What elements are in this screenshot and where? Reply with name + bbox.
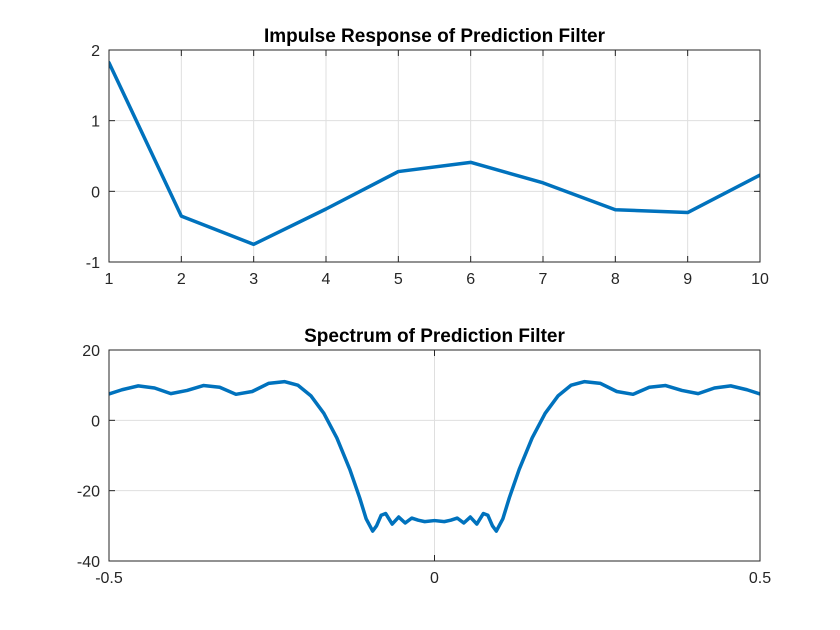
impulse-y-tick-label: 1 [91,114,100,131]
impulse-x-tick-label: 10 [751,271,769,288]
impulse-chart: 1 2 3 4 5 6 7 8 9 10 -1 0 1 2 Impulse Response of Pred… [86,26,769,288]
impulse-plot-area [109,50,760,262]
impulse-y-tick-label: 2 [91,43,100,60]
spectrum-y-tick-label: 0 [91,413,100,430]
impulse-x-tick-label: 6 [466,271,475,288]
impulse-chart-title: Impulse Response of Prediction Filter [264,26,606,47]
impulse-x-tick-label: 4 [322,271,331,288]
spectrum-y-tick-label: -20 [77,484,100,501]
impulse-x-tick-label: 5 [394,271,403,288]
impulse-y-tick-label: 0 [91,184,100,201]
impulse-x-tick-label: 9 [683,271,692,288]
spectrum-x-tick-label: -0.5 [95,570,123,587]
impulse-y-tick-label: -1 [86,255,100,272]
spectrum-y-tick-label: 20 [82,343,100,360]
spectrum-chart: -0.5 0 0.5 -40 -20 0 20 Spectrum of Prediction … [77,326,771,587]
impulse-x-tick-label: 2 [177,271,186,288]
impulse-x-tick-label: 3 [249,271,258,288]
spectrum-y-tick-label: -40 [77,554,100,571]
spectrum-chart-title: Spectrum of Prediction Filter [304,326,565,347]
spectrum-x-tick-label: 0 [430,570,439,587]
impulse-series-line [109,60,760,247]
spectrum-x-tick-label: 0.5 [749,570,771,587]
impulse-x-tick-label: 1 [105,271,114,288]
spectrum-series-line [109,379,760,533]
impulse-axes-box [108,49,761,263]
impulse-x-tick-label: 7 [539,271,548,288]
impulse-x-tick-label: 8 [611,271,620,288]
